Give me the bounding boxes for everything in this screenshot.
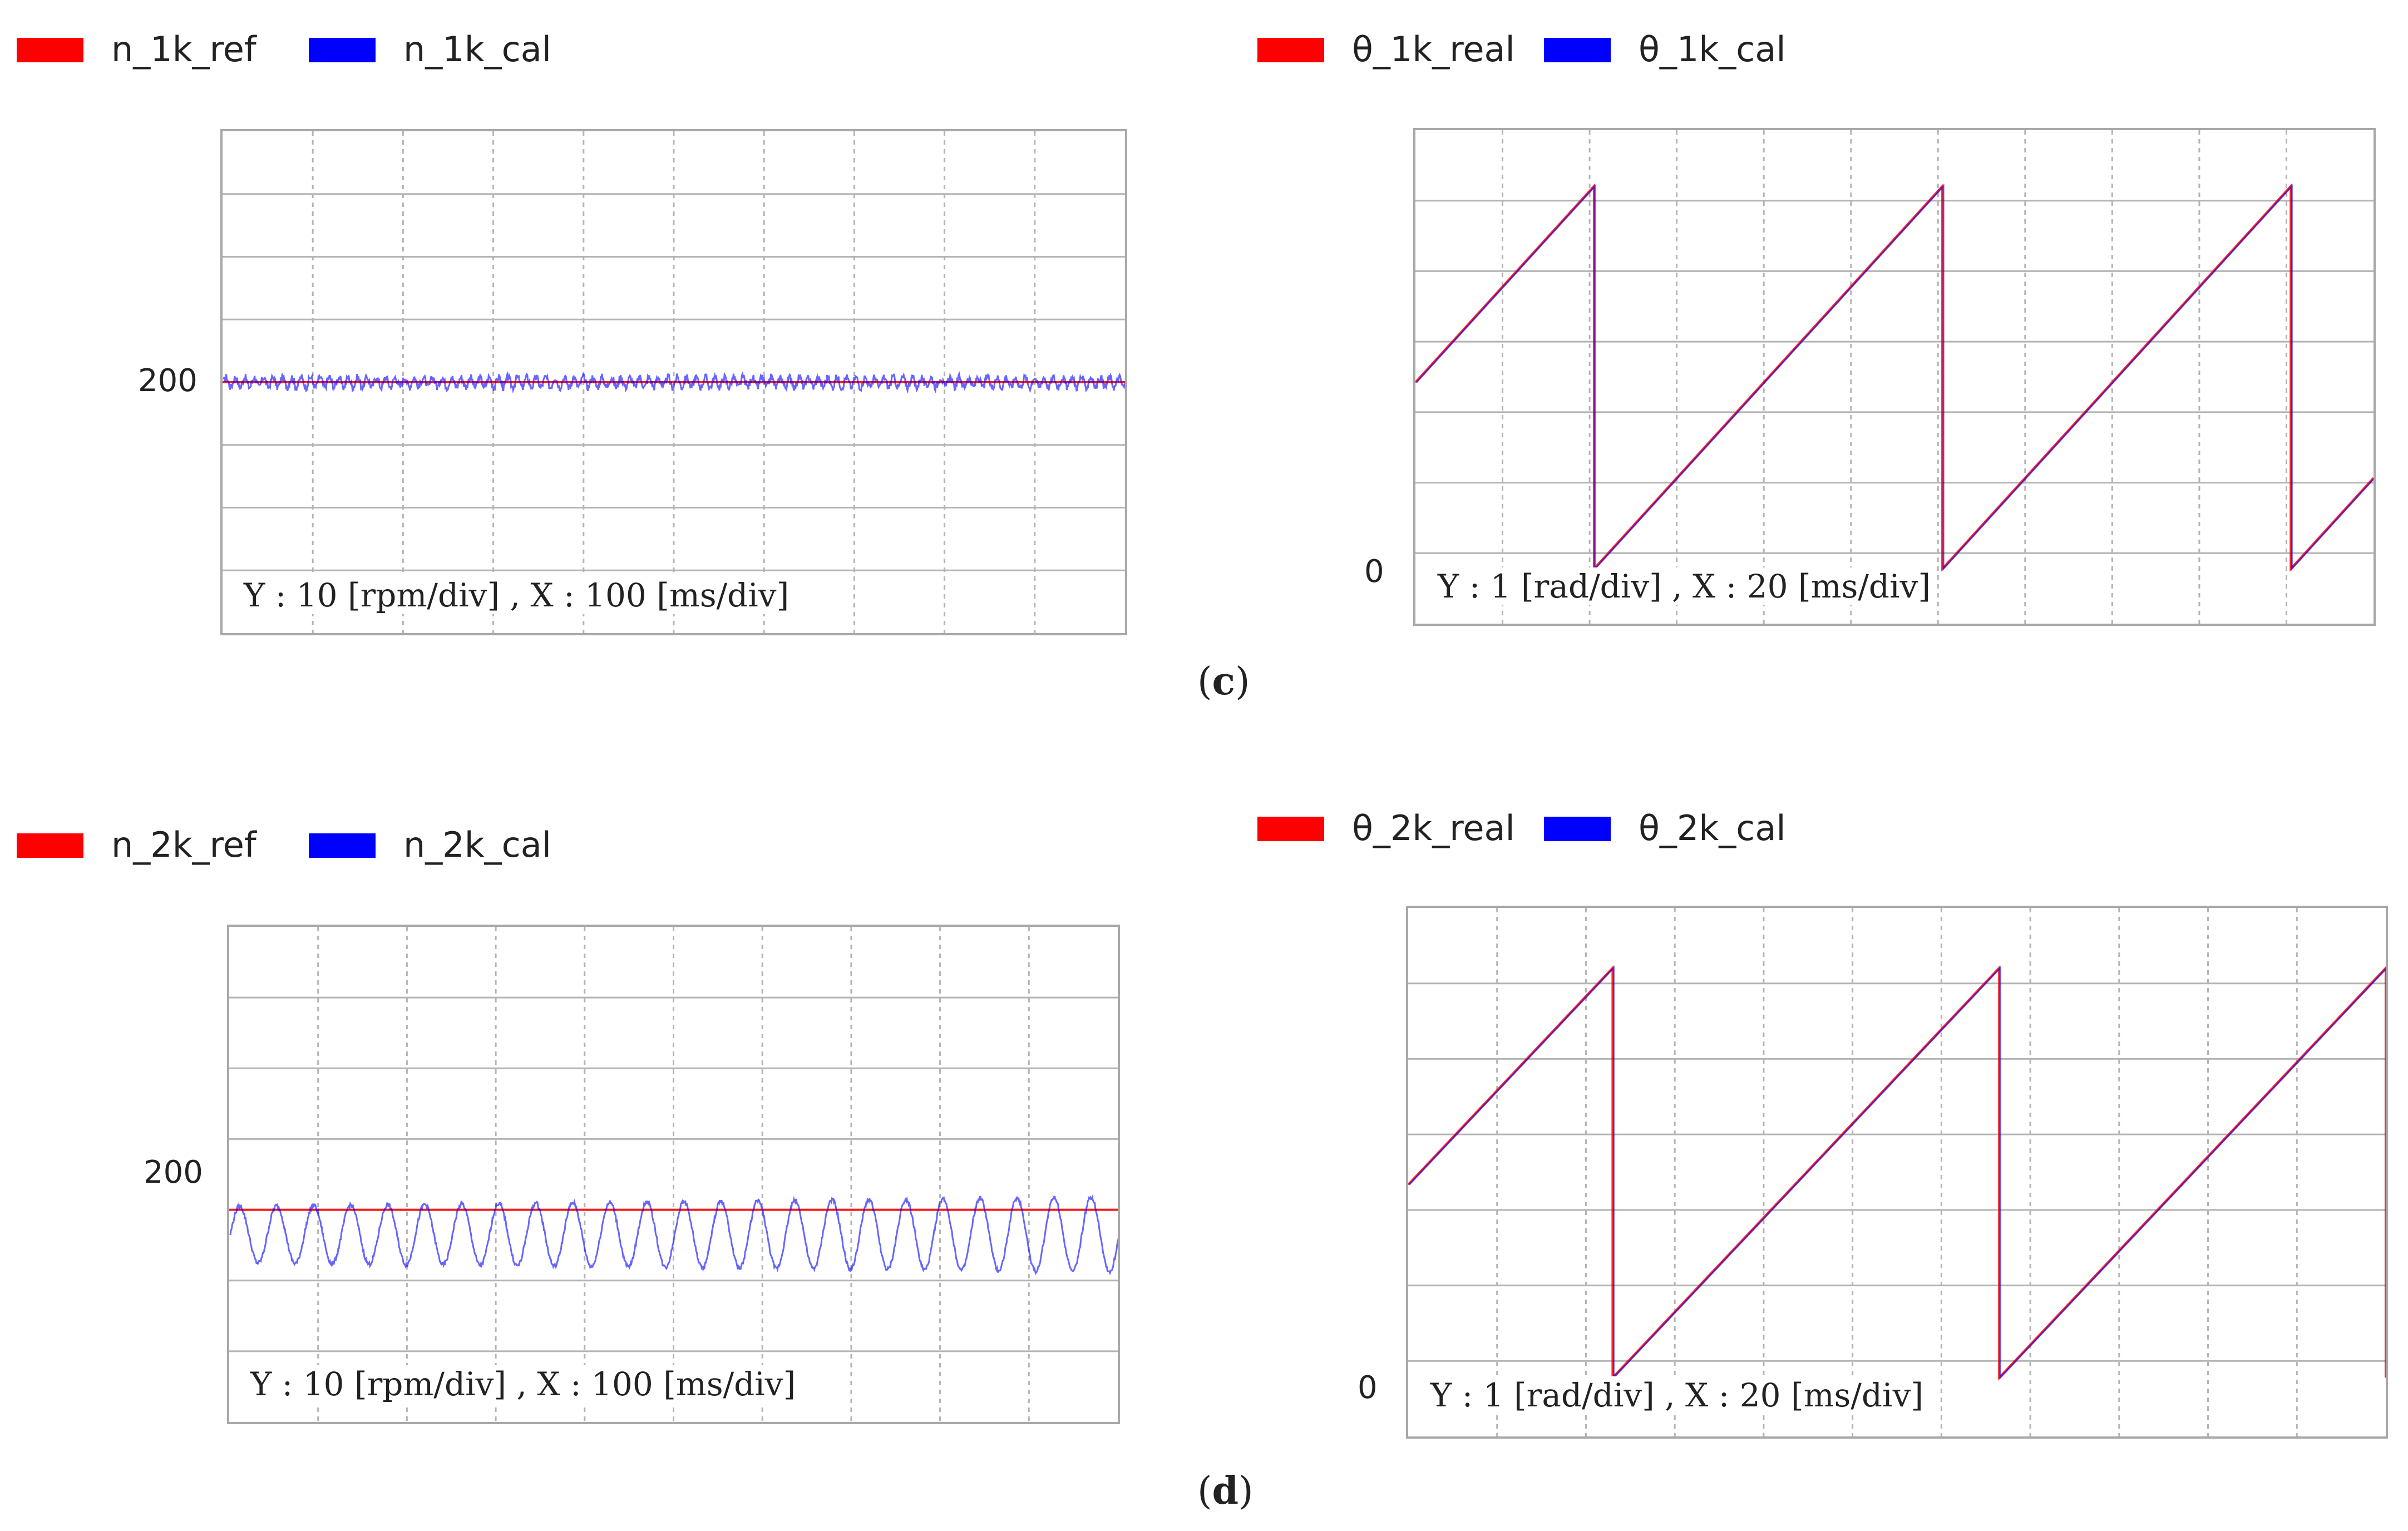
ref-swatch — [17, 38, 83, 62]
grid — [1415, 130, 2374, 624]
scale-annotation: Y : 10 [rpm/div] , X : 100 [ms/div] — [244, 576, 789, 614]
cal-swatch — [309, 833, 376, 858]
y-tick-label: 200 — [138, 363, 198, 399]
y-tick-label: 200 — [144, 1154, 203, 1191]
legend-d-speed: n_2k_ref n_2k_cal — [17, 818, 573, 868]
legend-label: n_1k_ref — [111, 29, 256, 70]
grid — [229, 927, 1118, 1422]
y-tick-label: 0 — [1358, 1370, 1378, 1406]
chart-d-speed — [229, 927, 1118, 1422]
legend-c-speed: n_1k_ref n_1k_cal — [17, 22, 573, 72]
series-line-n_2k_cal — [229, 1194, 1118, 1276]
chart-d-angle — [1408, 908, 2386, 1436]
ref-swatch — [17, 833, 83, 858]
series-line-n_1k_cal — [223, 371, 1125, 394]
ref-swatch — [1257, 817, 1324, 841]
plot-d-speed: Y : 10 [rpm/div] , X : 100 [ms/div] — [227, 925, 1120, 1424]
legend-label: θ_1k_real — [1352, 29, 1515, 70]
plot-c-speed: Y : 10 [rpm/div] , X : 100 [ms/div] — [220, 129, 1127, 635]
caption-letter: c — [1212, 659, 1235, 704]
cal-swatch — [1544, 38, 1611, 62]
legend-d-angle: θ_2k_real θ_2k_cal — [1257, 801, 1814, 851]
legend-label: n_1k_cal — [403, 29, 551, 70]
legend-label: θ_2k_cal — [1639, 808, 1786, 848]
legend-label: n_2k_ref — [111, 824, 256, 865]
legend-label: θ_2k_real — [1352, 808, 1515, 848]
legend-label: n_2k_cal — [403, 824, 551, 865]
caption-d: (d) — [1197, 1469, 1254, 1513]
series-line-θ_1k_real — [1415, 183, 2374, 572]
chart-c-angle — [1415, 130, 2374, 624]
series-line-θ_1k_cal — [1415, 184, 2374, 571]
ref-swatch — [1257, 38, 1324, 62]
legend-c-angle: θ_1k_real θ_1k_cal — [1257, 22, 1814, 72]
series-line-θ_2k_cal — [1408, 966, 2386, 1380]
chart-c-speed — [223, 131, 1125, 633]
plot-d-angle: Y : 1 [rad/div] , X : 20 [ms/div] — [1406, 906, 2388, 1439]
scale-annotation: Y : 10 [rpm/div] , X : 100 [ms/div] — [250, 1365, 796, 1403]
plot-c-angle: Y : 1 [rad/div] , X : 20 [ms/div] — [1413, 128, 2376, 626]
grid — [1408, 908, 2386, 1436]
cal-swatch — [1544, 817, 1611, 841]
scale-annotation: Y : 1 [rad/div] , X : 20 [ms/div] — [1438, 567, 1931, 605]
legend-label: θ_1k_cal — [1639, 29, 1786, 70]
caption-c: (c) — [1197, 659, 1250, 704]
scale-annotation: Y : 1 [rad/div] , X : 20 [ms/div] — [1430, 1376, 1923, 1414]
cal-swatch — [309, 38, 376, 62]
caption-letter: d — [1212, 1469, 1239, 1513]
y-tick-label: 0 — [1364, 554, 1384, 590]
